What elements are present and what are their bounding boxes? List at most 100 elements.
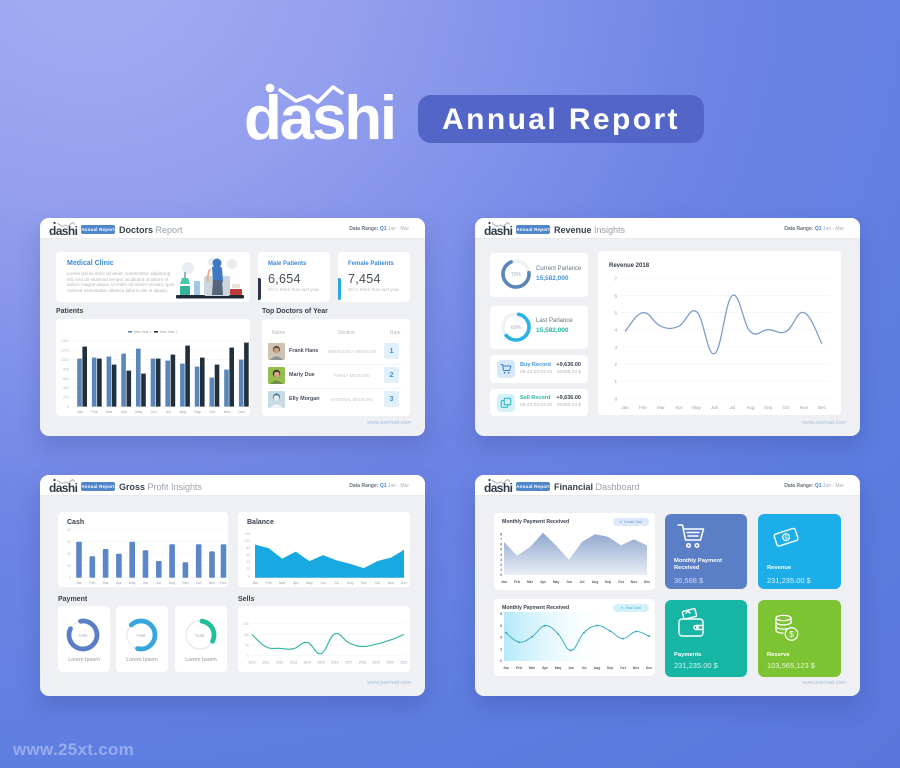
svg-text:New Year 1: New Year 1 <box>134 330 151 334</box>
svg-text:dashi: dashi <box>244 84 395 150</box>
svg-text:May: May <box>129 581 136 585</box>
svg-text:4: 4 <box>500 553 502 557</box>
svg-text:Jul: Jul <box>582 666 587 670</box>
svg-text:Apr: Apr <box>293 581 299 585</box>
svg-text:Jul: Jul <box>166 410 171 414</box>
svg-text:2: 2 <box>500 647 502 651</box>
svg-text:Dec: Dec <box>646 666 652 670</box>
svg-text:Jan: Jan <box>503 666 509 670</box>
svg-text:Mar: Mar <box>527 580 534 584</box>
svg-text:1: 1 <box>500 568 502 572</box>
svg-text:Nov: Nov <box>633 666 640 670</box>
svg-text:Dec: Dec <box>818 405 827 410</box>
svg-text:Mar: Mar <box>106 410 113 414</box>
svg-text:2012: 2012 <box>276 661 283 665</box>
svg-text:Jul: Jul <box>156 581 161 585</box>
svg-text:May: May <box>555 666 562 670</box>
svg-text:2021: 2021 <box>400 661 407 665</box>
svg-text:60%: 60% <box>511 325 522 331</box>
svg-text:0: 0 <box>248 575 250 579</box>
svg-text:1400: 1400 <box>61 339 69 343</box>
svg-text:Sep: Sep <box>605 580 611 584</box>
svg-text:Oct: Oct <box>209 410 216 414</box>
svg-text:0: 0 <box>69 576 71 580</box>
svg-text:Jun: Jun <box>711 405 719 410</box>
svg-text:May: May <box>692 405 701 410</box>
svg-text:100: 100 <box>244 539 250 543</box>
svg-text:1200: 1200 <box>61 349 69 353</box>
svg-text:Jul: Jul <box>580 580 585 584</box>
svg-text:Aug: Aug <box>746 405 755 410</box>
svg-text:0: 0 <box>247 654 249 658</box>
svg-text:2017: 2017 <box>345 661 352 665</box>
svg-text:200: 200 <box>63 396 69 400</box>
svg-text:Apr: Apr <box>116 581 122 585</box>
svg-text:Jul: Jul <box>334 581 339 585</box>
svg-text:Oct: Oct <box>620 666 627 670</box>
svg-text:Nov: Nov <box>209 581 216 585</box>
svg-text:6: 6 <box>614 293 617 298</box>
svg-text:Mar: Mar <box>279 581 286 585</box>
svg-text:5: 5 <box>614 311 617 316</box>
svg-text:2015: 2015 <box>317 661 324 665</box>
svg-text:2019: 2019 <box>373 661 380 665</box>
svg-text:0: 0 <box>67 405 69 409</box>
svg-text:Jan: Jan <box>621 405 629 410</box>
svg-text:2016: 2016 <box>331 661 338 665</box>
svg-text:Oct: Oct <box>375 581 381 585</box>
svg-text:New Year 2: New Year 2 <box>160 330 177 334</box>
svg-text:8: 8 <box>500 532 502 536</box>
svg-text:2010: 2010 <box>248 661 255 665</box>
svg-text:2014: 2014 <box>304 661 311 665</box>
svg-text:Jan: Jan <box>501 580 507 584</box>
svg-text:Feb: Feb <box>639 405 647 410</box>
svg-text:100: 100 <box>243 633 249 637</box>
svg-text:8: 8 <box>500 612 502 616</box>
svg-text:Feb: Feb <box>265 581 271 585</box>
svg-text:Apr: Apr <box>540 580 547 584</box>
svg-text:Jun: Jun <box>566 580 572 584</box>
svg-text:Aug: Aug <box>592 580 599 584</box>
svg-text:80: 80 <box>246 546 250 550</box>
svg-text:0: 0 <box>500 573 502 577</box>
svg-text:Jan: Jan <box>76 581 82 585</box>
svg-text:Jun: Jun <box>150 410 156 414</box>
svg-text:50: 50 <box>245 643 249 647</box>
svg-text:150: 150 <box>243 622 249 626</box>
svg-text:Jul: Jul <box>729 405 735 410</box>
svg-text:2018: 2018 <box>359 661 366 665</box>
svg-text:Oct: Oct <box>196 581 202 585</box>
svg-text:Feb: Feb <box>89 581 95 585</box>
svg-text:$: $ <box>789 629 794 639</box>
svg-text:$: $ <box>784 535 789 542</box>
svg-text:1000: 1000 <box>61 358 69 362</box>
svg-text:Jan: Jan <box>252 581 258 585</box>
svg-text:2013: 2013 <box>290 661 297 665</box>
svg-text:Dec: Dec <box>644 580 650 584</box>
svg-text:Jun: Jun <box>568 666 574 670</box>
svg-text:2: 2 <box>500 563 502 567</box>
svg-text:Mar: Mar <box>657 405 665 410</box>
svg-text:Jan: Jan <box>77 410 83 414</box>
svg-text:May: May <box>553 580 560 584</box>
svg-text:Apr: Apr <box>675 405 683 410</box>
svg-text:%66: %66 <box>136 633 146 638</box>
svg-text:1: 1 <box>614 379 617 384</box>
svg-text:Sep: Sep <box>182 581 188 585</box>
svg-text:0: 0 <box>500 659 502 663</box>
svg-text:10: 10 <box>67 564 71 568</box>
svg-text:Mar: Mar <box>102 581 109 585</box>
svg-text:Jun: Jun <box>143 581 149 585</box>
svg-text:Sep: Sep <box>607 666 613 670</box>
svg-text:Sep: Sep <box>194 410 201 414</box>
svg-text:40: 40 <box>67 528 71 532</box>
svg-text:0: 0 <box>614 396 617 401</box>
svg-text:Nov: Nov <box>800 405 809 410</box>
svg-text:600: 600 <box>63 377 69 381</box>
svg-text:6: 6 <box>500 624 502 628</box>
svg-text:Apr: Apr <box>121 410 128 414</box>
svg-text:Dec: Dec <box>401 581 408 585</box>
svg-text:4: 4 <box>614 328 617 333</box>
svg-text:Sep: Sep <box>764 405 773 410</box>
svg-text:400: 400 <box>63 386 69 390</box>
